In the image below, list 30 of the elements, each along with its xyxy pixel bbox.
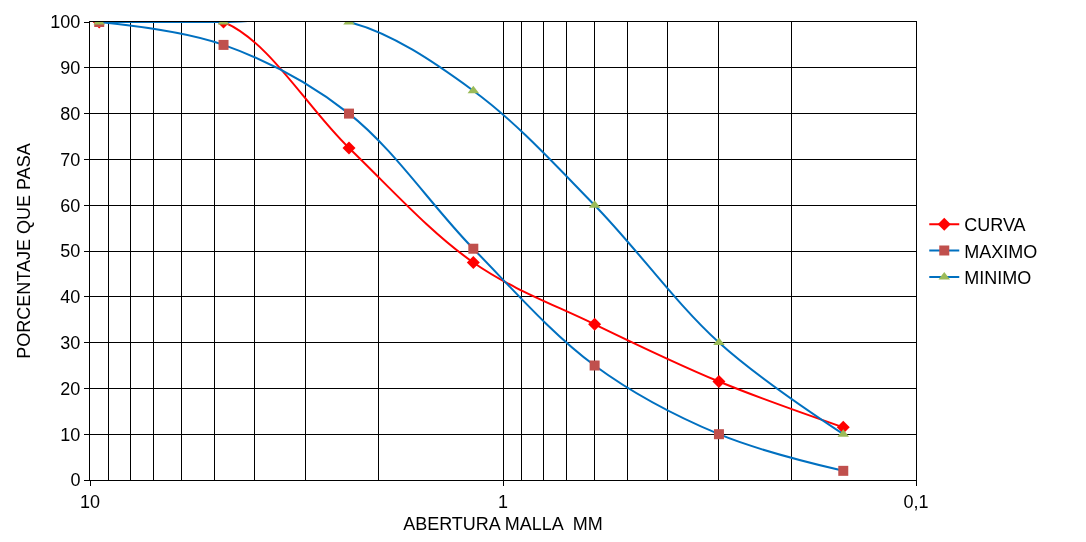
y-axis-title: PORCENTAJE QUE PASA bbox=[13, 143, 34, 359]
y-tick-label: 0 bbox=[70, 470, 81, 491]
x-tick-label: 10 bbox=[79, 491, 101, 512]
y-tick-label: 50 bbox=[60, 241, 81, 262]
point bbox=[342, 141, 356, 155]
y-tick-label: 30 bbox=[60, 332, 81, 353]
y-tick-label: 100 bbox=[50, 12, 81, 33]
legend-label: MINIMO bbox=[964, 268, 1032, 289]
y-tick-label: 90 bbox=[60, 58, 81, 79]
legend-label: MAXIMO bbox=[964, 241, 1038, 262]
x-tick-label: 0,1 bbox=[903, 491, 929, 512]
point bbox=[712, 375, 726, 389]
point bbox=[713, 429, 724, 440]
point bbox=[468, 243, 479, 254]
point bbox=[589, 360, 600, 371]
x-axis-title: ABERTURA MALLA MM bbox=[403, 513, 603, 534]
x-tick-label: 1 bbox=[497, 491, 509, 512]
y-tick-label: 40 bbox=[60, 287, 81, 308]
point bbox=[466, 255, 480, 269]
y-tick-label: 10 bbox=[60, 424, 81, 445]
point bbox=[713, 337, 725, 346]
point bbox=[588, 317, 602, 331]
point bbox=[343, 108, 354, 119]
y-tick-label: 20 bbox=[60, 378, 81, 399]
y-tick-label: 60 bbox=[60, 195, 81, 216]
y-tick-label: 80 bbox=[60, 103, 81, 124]
legend-label: CURVA bbox=[964, 215, 1026, 236]
point bbox=[838, 465, 849, 476]
point bbox=[218, 39, 229, 50]
y-tick-label: 70 bbox=[60, 149, 81, 170]
